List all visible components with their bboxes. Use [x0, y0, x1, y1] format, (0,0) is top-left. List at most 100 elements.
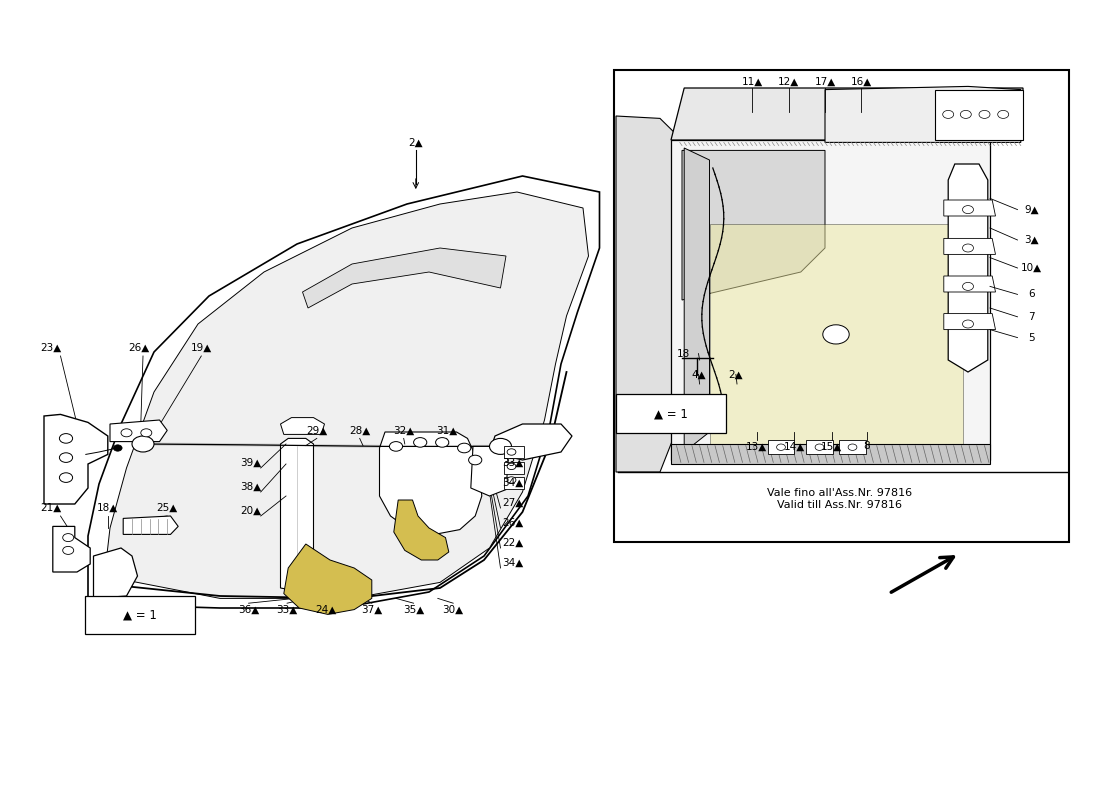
Text: 18▲: 18▲	[97, 503, 119, 513]
Polygon shape	[394, 500, 449, 560]
Circle shape	[59, 434, 73, 443]
Text: 28▲: 28▲	[349, 426, 371, 435]
Text: 11▲: 11▲	[741, 77, 763, 86]
Text: 38▲: 38▲	[240, 482, 262, 491]
Polygon shape	[104, 192, 588, 598]
Text: 3▲: 3▲	[1024, 235, 1040, 245]
Polygon shape	[944, 276, 996, 292]
Text: 16▲: 16▲	[850, 77, 872, 86]
Text: 26▲: 26▲	[128, 343, 150, 353]
Polygon shape	[123, 516, 178, 534]
Text: 26▲: 26▲	[502, 518, 524, 528]
Circle shape	[436, 438, 449, 447]
Polygon shape	[944, 200, 996, 216]
Text: 33▲: 33▲	[276, 605, 298, 614]
Text: 18: 18	[676, 349, 690, 358]
Circle shape	[507, 477, 516, 483]
Text: 36▲: 36▲	[238, 605, 260, 614]
Polygon shape	[684, 148, 710, 452]
Text: Vale fino all'Ass.Nr. 97816
Valid till Ass.Nr. 97816: Vale fino all'Ass.Nr. 97816 Valid till A…	[767, 488, 912, 510]
Polygon shape	[616, 116, 682, 472]
Text: 24▲: 24▲	[315, 605, 337, 614]
Polygon shape	[671, 444, 990, 464]
Text: 10▲: 10▲	[1021, 263, 1043, 273]
Polygon shape	[302, 248, 506, 308]
Circle shape	[132, 436, 154, 452]
Text: 22▲: 22▲	[502, 538, 524, 548]
Circle shape	[943, 110, 954, 118]
Circle shape	[121, 429, 132, 437]
Text: 27▲: 27▲	[502, 498, 524, 508]
Text: 23▲: 23▲	[40, 343, 62, 353]
Circle shape	[63, 534, 74, 542]
Polygon shape	[44, 414, 108, 504]
Circle shape	[979, 110, 990, 118]
Polygon shape	[110, 420, 167, 442]
Text: 32▲: 32▲	[393, 426, 415, 435]
Circle shape	[59, 453, 73, 462]
Circle shape	[962, 244, 974, 252]
Text: 37▲: 37▲	[361, 605, 383, 614]
Text: 31▲: 31▲	[436, 426, 458, 435]
Text: 7: 7	[1028, 312, 1035, 322]
Circle shape	[59, 473, 73, 482]
Circle shape	[141, 429, 152, 437]
Polygon shape	[504, 477, 524, 489]
Polygon shape	[280, 418, 324, 434]
Circle shape	[960, 110, 971, 118]
Polygon shape	[839, 440, 866, 454]
Circle shape	[998, 110, 1009, 118]
Text: 2▲: 2▲	[728, 370, 744, 379]
Text: 19▲: 19▲	[190, 343, 212, 353]
Polygon shape	[768, 440, 794, 454]
Text: 6: 6	[1028, 290, 1035, 299]
Polygon shape	[284, 544, 372, 614]
Circle shape	[777, 444, 785, 450]
Circle shape	[490, 438, 512, 454]
Text: 15▲: 15▲	[821, 442, 843, 451]
Polygon shape	[671, 140, 990, 460]
Text: 12▲: 12▲	[778, 77, 800, 86]
Circle shape	[962, 320, 974, 328]
Text: 17▲: 17▲	[814, 77, 836, 86]
Polygon shape	[280, 438, 314, 592]
Text: 20▲: 20▲	[240, 506, 262, 515]
Polygon shape	[504, 446, 524, 458]
Circle shape	[848, 444, 857, 450]
Polygon shape	[682, 150, 825, 300]
Text: 39▲: 39▲	[240, 458, 262, 467]
Polygon shape	[944, 238, 996, 254]
Text: ▲ = 1: ▲ = 1	[654, 407, 688, 420]
Text: 35▲: 35▲	[403, 605, 425, 614]
Polygon shape	[948, 164, 988, 372]
Polygon shape	[490, 424, 572, 460]
Circle shape	[962, 282, 974, 290]
Text: 30▲: 30▲	[442, 605, 464, 614]
Text: a parts since 1983: a parts since 1983	[200, 458, 394, 478]
Polygon shape	[504, 462, 524, 474]
Text: 21▲: 21▲	[40, 503, 62, 513]
Polygon shape	[53, 526, 90, 572]
Text: 29▲: 29▲	[306, 426, 328, 435]
Text: 5: 5	[1028, 333, 1035, 342]
Text: 2▲: 2▲	[408, 138, 424, 147]
FancyBboxPatch shape	[85, 596, 195, 634]
Polygon shape	[671, 88, 1023, 140]
Circle shape	[507, 449, 516, 455]
Circle shape	[389, 442, 403, 451]
Polygon shape	[935, 90, 1023, 140]
Text: 25▲: 25▲	[156, 503, 178, 513]
Text: 4▲: 4▲	[691, 370, 706, 379]
Text: 34▲: 34▲	[502, 478, 524, 488]
Circle shape	[962, 206, 974, 214]
Circle shape	[469, 455, 482, 465]
Polygon shape	[806, 440, 833, 454]
Circle shape	[823, 325, 849, 344]
Text: 34▲: 34▲	[502, 558, 524, 568]
Polygon shape	[944, 314, 996, 330]
Polygon shape	[471, 446, 508, 496]
Circle shape	[63, 546, 74, 554]
Circle shape	[113, 445, 122, 451]
Circle shape	[815, 444, 824, 450]
Text: eurospares: eurospares	[165, 395, 429, 437]
